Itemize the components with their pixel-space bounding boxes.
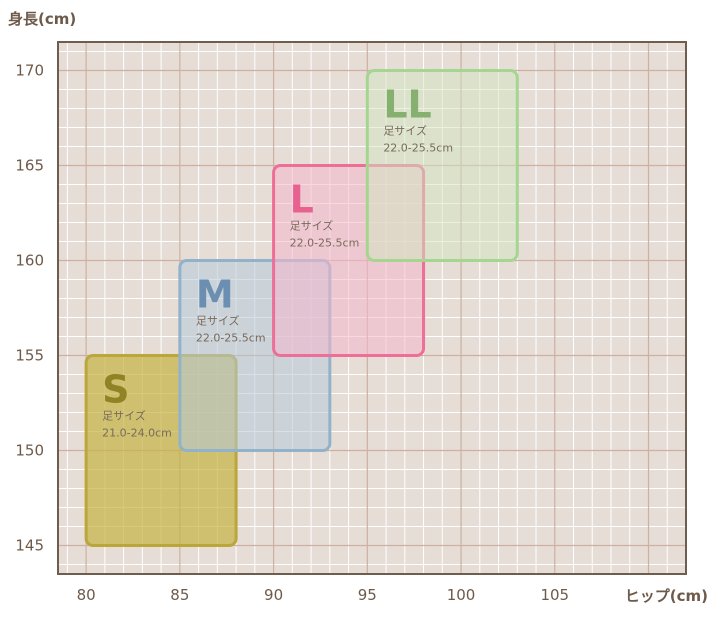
size-box-ll [365, 69, 519, 262]
foot-size-label-s: 足サイズ [102, 409, 146, 423]
x-tick-label: 105 [540, 586, 569, 604]
size-label-s: S [102, 368, 129, 412]
x-tick-label: 80 [77, 586, 96, 604]
x-axis-title: ヒップ(cm) [625, 587, 708, 605]
foot-size-value-s: 21.0-24.0cm [102, 427, 172, 440]
x-tick-label: 85 [170, 586, 189, 604]
size-label-m: M [196, 273, 234, 317]
foot-size-label-m: 足サイズ [196, 314, 240, 328]
x-tick-label: 100 [447, 586, 476, 604]
y-tick-label: 170 [15, 62, 44, 80]
y-tick-label: 165 [15, 157, 44, 175]
y-tick-label: 150 [15, 442, 44, 460]
foot-size-value-m: 22.0-25.5cm [196, 332, 266, 345]
foot-size-label-l: 足サイズ [290, 219, 334, 233]
y-tick-label: 160 [15, 252, 44, 270]
y-tick-labels: 170 165 160 155 150 145 [15, 62, 44, 555]
y-axis-title: 身長(cm) [8, 10, 76, 28]
size-label-ll: LL [383, 83, 431, 127]
plot-frame [57, 41, 687, 575]
y-tick-label: 155 [15, 347, 44, 365]
x-tick-label: 90 [264, 586, 283, 604]
y-tick-label: 145 [15, 537, 44, 555]
size-regions: S足サイズ21.0-24.0cmM足サイズ22.0-25.5cmL足サイズ22.… [84, 69, 519, 547]
x-tick-labels: 80 85 90 95 100 105 [77, 586, 570, 604]
foot-size-label-ll: 足サイズ [383, 124, 427, 138]
size-label-l: L [290, 178, 314, 222]
x-tick-label: 95 [358, 586, 377, 604]
foot-size-value-l: 22.0-25.5cm [290, 237, 360, 250]
foot-size-value-ll: 22.0-25.5cm [383, 142, 453, 155]
